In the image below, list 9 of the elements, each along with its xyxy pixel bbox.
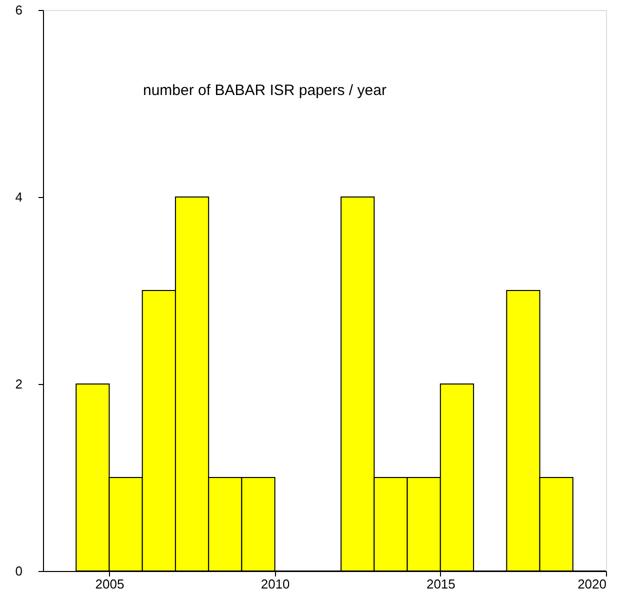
text: number of BABAR ISR papers / year <box>143 82 386 99</box>
y-tick-label: 6 <box>15 2 22 18</box>
y-tick-label: 4 <box>15 190 22 204</box>
x-tick-label: 2020 <box>578 576 606 591</box>
y-tick-label: 0 <box>15 564 22 578</box>
x-tick-label: 2015 <box>426 576 456 591</box>
y-tick-label: 2 <box>15 376 22 392</box>
x-tick-label: 2010 <box>260 576 290 591</box>
x-tick-label: 2005 <box>95 576 124 591</box>
